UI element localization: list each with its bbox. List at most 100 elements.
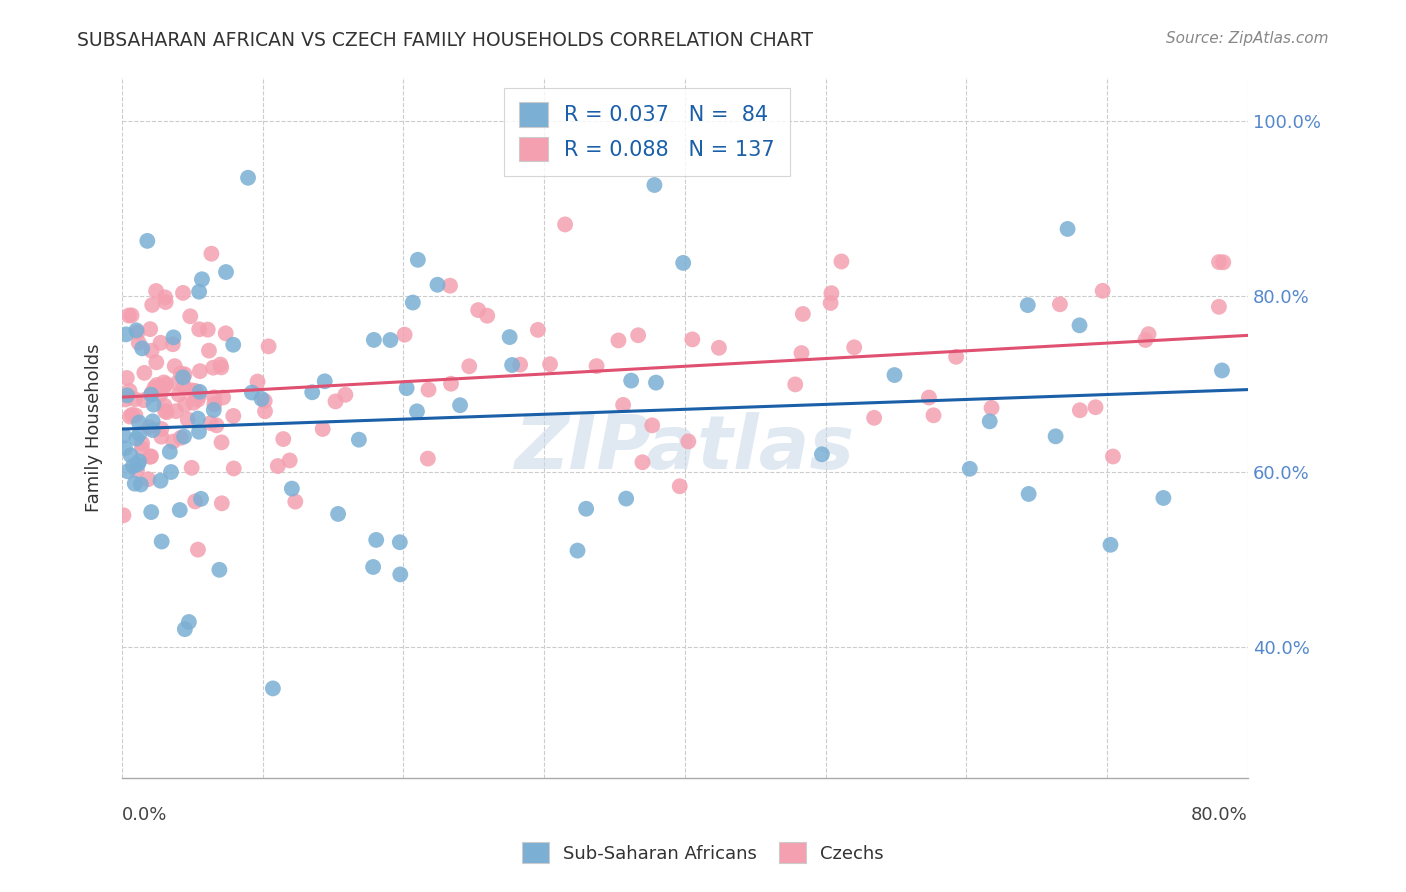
Point: [1084, 401, 1107, 415]
Point: [1091, 284, 1114, 298]
Point: [153, 376, 176, 390]
Point: [187, 411, 209, 425]
Point: [1135, 333, 1157, 347]
Point: [112, 508, 135, 523]
Point: [501, 358, 523, 372]
Text: 0.0%: 0.0%: [122, 806, 167, 824]
Point: [117, 464, 139, 478]
Point: [440, 376, 463, 391]
Point: [1208, 300, 1230, 314]
Point: [612, 398, 634, 412]
Point: [1045, 429, 1067, 443]
Point: [792, 307, 814, 321]
Point: [152, 382, 174, 396]
Point: [188, 425, 211, 439]
Point: [607, 334, 630, 348]
Point: [979, 414, 1001, 428]
Point: [883, 368, 905, 382]
Point: [281, 482, 304, 496]
Point: [202, 390, 225, 404]
Point: [197, 323, 219, 337]
Point: [170, 431, 193, 445]
Point: [145, 284, 167, 298]
Point: [830, 254, 852, 268]
Point: [187, 392, 209, 407]
Point: [167, 387, 190, 401]
Point: [467, 303, 489, 318]
Point: [1137, 327, 1160, 342]
Point: [458, 359, 481, 374]
Point: [163, 359, 186, 373]
Point: [575, 501, 598, 516]
Point: [141, 343, 163, 358]
Point: [567, 543, 589, 558]
Point: [449, 398, 471, 412]
Legend: Sub-Saharan Africans, Czechs: Sub-Saharan Africans, Czechs: [513, 833, 893, 872]
Point: [143, 384, 166, 398]
Point: [257, 339, 280, 353]
Point: [127, 458, 149, 472]
Point: [347, 433, 370, 447]
Point: [131, 436, 153, 450]
Point: [426, 277, 449, 292]
Point: [155, 295, 177, 310]
Point: [209, 358, 232, 372]
Point: [177, 412, 200, 426]
Point: [314, 374, 336, 388]
Point: [326, 507, 349, 521]
Point: [209, 360, 232, 375]
Point: [118, 384, 141, 398]
Point: [922, 409, 945, 423]
Point: [165, 404, 187, 418]
Point: [538, 357, 561, 371]
Point: [645, 376, 668, 390]
Point: [160, 465, 183, 479]
Point: [159, 445, 181, 459]
Point: [129, 477, 152, 491]
Point: [114, 392, 136, 407]
Point: [124, 392, 146, 407]
Point: [554, 218, 576, 232]
Point: [188, 384, 211, 399]
Point: [1099, 538, 1122, 552]
Point: [173, 379, 195, 393]
Point: [211, 496, 233, 510]
Point: [200, 416, 222, 430]
Point: [155, 377, 177, 392]
Point: [180, 384, 202, 398]
Point: [120, 448, 142, 462]
Point: [236, 170, 259, 185]
Point: [127, 326, 149, 340]
Point: [173, 429, 195, 443]
Point: [335, 388, 357, 402]
Point: [142, 398, 165, 412]
Point: [631, 455, 654, 469]
Point: [477, 309, 499, 323]
Point: [215, 326, 238, 341]
Point: [1211, 363, 1233, 377]
Point: [190, 491, 212, 506]
Point: [145, 355, 167, 369]
Text: Source: ZipAtlas.com: Source: ZipAtlas.com: [1166, 31, 1329, 46]
Point: [131, 342, 153, 356]
Point: [918, 391, 941, 405]
Point: [707, 341, 730, 355]
Point: [945, 350, 967, 364]
Point: [620, 374, 643, 388]
Point: [246, 375, 269, 389]
Point: [416, 451, 439, 466]
Point: [131, 442, 153, 456]
Point: [1069, 318, 1091, 333]
Point: [672, 256, 695, 270]
Point: [128, 454, 150, 468]
Point: [363, 333, 385, 347]
Point: [150, 534, 173, 549]
Point: [139, 322, 162, 336]
Point: [141, 298, 163, 312]
Point: [614, 491, 637, 506]
Point: [142, 414, 165, 428]
Point: [114, 441, 136, 455]
Point: [627, 328, 650, 343]
Point: [406, 404, 429, 418]
Point: [366, 533, 388, 547]
